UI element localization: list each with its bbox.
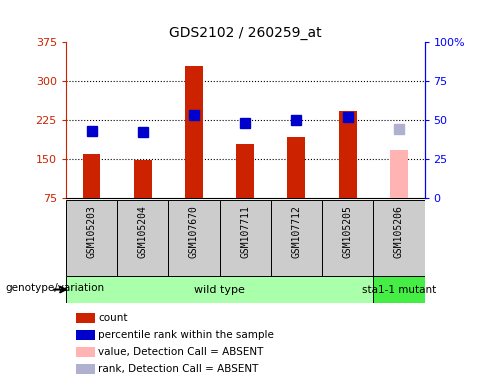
Text: GSM107711: GSM107711: [240, 205, 250, 258]
Bar: [322, 200, 373, 276]
Bar: [373, 200, 425, 276]
Bar: [220, 200, 271, 276]
Bar: [287, 137, 305, 198]
Text: GSM105205: GSM105205: [343, 205, 353, 258]
Title: GDS2102 / 260259_at: GDS2102 / 260259_at: [169, 26, 322, 40]
Bar: [66, 276, 373, 303]
Text: percentile rank within the sample: percentile rank within the sample: [98, 330, 274, 340]
Bar: [134, 160, 152, 198]
Text: GSM105206: GSM105206: [394, 205, 404, 258]
Bar: [76, 347, 95, 357]
Bar: [66, 200, 117, 276]
Text: sta1-1 mutant: sta1-1 mutant: [362, 285, 436, 295]
Text: value, Detection Call = ABSENT: value, Detection Call = ABSENT: [98, 347, 264, 357]
Text: GSM105203: GSM105203: [86, 205, 97, 258]
Bar: [82, 154, 101, 198]
Bar: [236, 144, 254, 198]
Bar: [117, 200, 168, 276]
Bar: [76, 330, 95, 340]
Bar: [185, 66, 203, 198]
Bar: [390, 149, 408, 198]
Bar: [76, 364, 95, 374]
Text: wild type: wild type: [194, 285, 245, 295]
Text: rank, Detection Call = ABSENT: rank, Detection Call = ABSENT: [98, 364, 259, 374]
Text: count: count: [98, 313, 128, 323]
Text: GSM107712: GSM107712: [291, 205, 302, 258]
Bar: [339, 111, 357, 198]
Bar: [168, 200, 220, 276]
Text: genotype/variation: genotype/variation: [5, 283, 104, 293]
Bar: [76, 313, 95, 323]
Bar: [373, 276, 425, 303]
Bar: [271, 200, 322, 276]
Text: GSM105204: GSM105204: [138, 205, 148, 258]
Text: GSM107670: GSM107670: [189, 205, 199, 258]
